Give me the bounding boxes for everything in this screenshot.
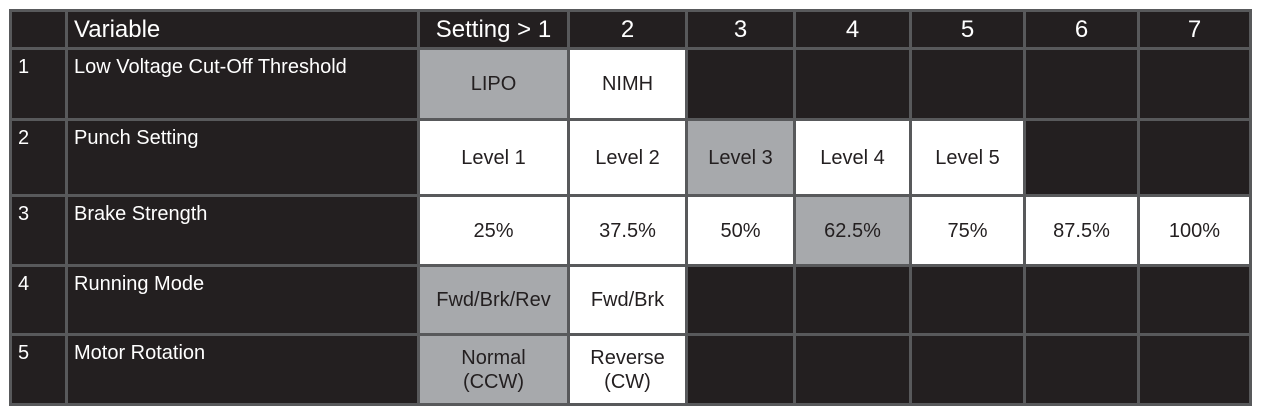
default-option-cell: 62.5% [793, 194, 912, 267]
default-option-cell: Fwd/Brk/Rev [417, 264, 570, 336]
option-cell: Level 4 [793, 118, 912, 197]
header-setting-4: 4 [793, 9, 912, 50]
empty-cell [1137, 333, 1252, 406]
variable-name: Brake Strength [65, 194, 420, 267]
row-number: 3 [9, 194, 68, 267]
option-cell: 50% [685, 194, 796, 267]
empty-cell [793, 47, 912, 121]
option-cell: Level 2 [567, 118, 688, 197]
header-setting-3: 3 [685, 9, 796, 50]
option-cell: Reverse (CW) [567, 333, 688, 406]
header-variable: Variable [65, 9, 420, 50]
variable-name: Running Mode [65, 264, 420, 336]
option-cell: 37.5% [567, 194, 688, 267]
empty-cell [1137, 264, 1252, 336]
empty-cell [1023, 333, 1140, 406]
empty-cell [685, 47, 796, 121]
empty-cell [793, 264, 912, 336]
default-option-cell: Level 3 [685, 118, 796, 197]
header-setting-6: 6 [1023, 9, 1140, 50]
empty-cell [1137, 118, 1252, 197]
header-num [9, 9, 68, 50]
empty-cell [1023, 118, 1140, 197]
option-cell: Level 1 [417, 118, 570, 197]
variable-name: Punch Setting [65, 118, 420, 197]
variable-name: Low Voltage Cut-Off Threshold [65, 47, 420, 121]
row-number: 4 [9, 264, 68, 336]
table-row: 4 Running Mode Fwd/Brk/Rev Fwd/Brk [9, 264, 1252, 336]
empty-cell [909, 264, 1026, 336]
option-cell: 25% [417, 194, 570, 267]
table-row: 2 Punch Setting Level 1 Level 2 Level 3 Level… [9, 118, 1252, 197]
option-cell: NIMH [567, 47, 688, 121]
default-option-cell: LIPO [417, 47, 570, 121]
header-setting-2: 2 [567, 9, 688, 50]
option-cell: 75% [909, 194, 1026, 267]
table-row: 1 Low Voltage Cut-Off Threshold LIPO NIMH [9, 47, 1252, 121]
option-cell: 87.5% [1023, 194, 1140, 267]
empty-cell [685, 333, 796, 406]
variable-name: Motor Rotation [65, 333, 420, 406]
empty-cell [793, 333, 912, 406]
empty-cell [1137, 47, 1252, 121]
header-setting-7: 7 [1137, 9, 1252, 50]
empty-cell [685, 264, 796, 336]
table-row: 5 Motor Rotation Normal (CCW) Reverse (CW) [9, 333, 1252, 406]
table-row: 3 Brake Strength 25% 37.5% 50% 62.5% 75% 87.5% 1… [9, 194, 1252, 267]
option-cell: 100% [1137, 194, 1252, 267]
row-number: 1 [9, 47, 68, 121]
empty-cell [909, 47, 1026, 121]
header-setting-1: Setting > 1 [417, 9, 570, 50]
header-setting-5: 5 [909, 9, 1026, 50]
default-option-cell: Normal (CCW) [417, 333, 570, 406]
option-cell: Fwd/Brk [567, 264, 688, 336]
empty-cell [909, 333, 1026, 406]
empty-cell [1023, 264, 1140, 336]
empty-cell [1023, 47, 1140, 121]
row-number: 5 [9, 333, 68, 406]
row-number: 2 [9, 118, 68, 197]
option-cell: Level 5 [909, 118, 1026, 197]
